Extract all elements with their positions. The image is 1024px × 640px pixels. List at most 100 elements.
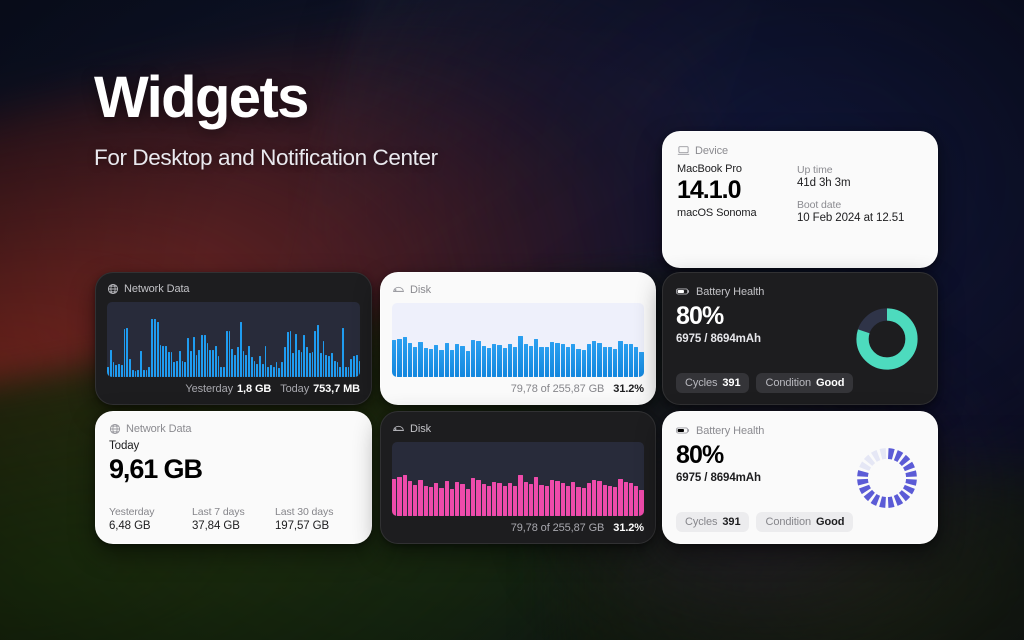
chart-bar [234, 354, 236, 377]
chart-bar [402, 475, 407, 516]
chart-bar [297, 350, 300, 377]
chart-bar [137, 370, 140, 377]
widget-header: Battery Health [676, 284, 924, 299]
widget-battery-health-light[interactable]: Battery Health 80% 6975 / 8694mAh Cycles… [662, 411, 938, 544]
chart-bar [618, 340, 623, 377]
chart-bar [397, 338, 402, 377]
network-summary-footer: Yesterday 1,8 GB Today 753,7 MB [107, 383, 360, 395]
chart-bar [176, 361, 178, 377]
chart-bar [592, 341, 597, 377]
chart-bar [507, 482, 513, 516]
widget-header: Battery Health [676, 423, 924, 438]
chart-bar [413, 346, 418, 377]
chart-bar [534, 476, 539, 516]
battery-icon [676, 423, 691, 438]
condition-value: Good [816, 516, 845, 528]
chart-bar [602, 484, 607, 516]
chart-bar [242, 350, 245, 377]
chart-bar [159, 344, 162, 377]
page-heading: Widgets For Desktop and Notification Cen… [94, 67, 438, 171]
chart-bar [167, 352, 170, 377]
widget-battery-health-dark[interactable]: Battery Health 80% 6975 / 8694mAh Cycles… [662, 272, 938, 405]
chart-bar [555, 481, 560, 516]
chart-bar [497, 483, 502, 516]
network-stat-item: Last 7 days 37,84 GB [192, 506, 275, 532]
battery-icon [676, 284, 691, 299]
device-uptime-label: Up time [797, 164, 833, 176]
widget-device[interactable]: Device MacBook Pro 14.1.0 macOS Sonoma U… [662, 131, 938, 268]
chart-bar [639, 490, 644, 516]
chart-bar [203, 335, 206, 377]
chart-bar [581, 487, 586, 516]
chart-bar [460, 484, 465, 516]
today-label: Today [280, 383, 310, 395]
chart-bar [212, 350, 214, 377]
chart-bar [148, 366, 151, 377]
chart-bar [402, 337, 407, 377]
disk-usage-bar-chart [392, 442, 644, 516]
widget-network-data-light[interactable]: Network Data Today 9,61 GB Yesterday 6,4… [95, 411, 372, 544]
chart-bar [225, 330, 228, 377]
chart-bar [292, 353, 295, 377]
chart-bar [518, 336, 523, 377]
chart-bar [576, 348, 581, 377]
chart-bar [581, 349, 586, 377]
chart-bar [434, 483, 439, 516]
chart-bar [131, 370, 134, 377]
chart-bar [275, 362, 278, 377]
stat-value: 197,57 GB [275, 520, 330, 532]
widget-title: Disk [410, 422, 431, 435]
chart-bar [455, 481, 460, 516]
chart-bar [418, 342, 423, 377]
device-os: macOS Sonoma [677, 207, 757, 219]
chart-bar [613, 487, 618, 516]
chart-bar [470, 478, 476, 516]
stat-label: Last 7 days [192, 506, 245, 518]
chart-bar [502, 486, 507, 516]
chart-bar [333, 360, 336, 377]
condition-value: Good [816, 377, 845, 389]
widget-disk-dark[interactable]: Disk 79,78 of 255,87 GB 31.2% [380, 411, 656, 544]
chart-bar [544, 347, 549, 377]
globe-icon [107, 283, 119, 295]
chart-bar [350, 359, 353, 377]
chart-bar [560, 482, 565, 516]
yesterday-value: 1,8 GB [237, 383, 272, 395]
chart-bar [549, 480, 555, 516]
chart-bar [342, 327, 344, 377]
widget-network-data-dark[interactable]: Network Data Yesterday 1,8 GB Today 753,… [95, 272, 372, 405]
widget-header: Device [677, 144, 923, 157]
chart-bar [253, 360, 256, 377]
chart-bar [576, 487, 581, 516]
donut-value-arc [856, 308, 918, 370]
battery-stat-pills: Cycles 391 Condition Good [676, 373, 924, 393]
disk-percent-text: 31.2% [613, 383, 644, 395]
chart-bar [470, 340, 476, 377]
chart-bar [239, 321, 242, 377]
battery-cycles-pill: Cycles 391 [676, 373, 750, 393]
disk-percent-text: 31.2% [613, 522, 644, 534]
chart-bar [178, 350, 181, 377]
chart-bar [120, 365, 123, 377]
chart-bar [322, 341, 325, 377]
chart-bar [455, 343, 460, 377]
chart-bar [507, 344, 513, 377]
disk-summary-footer: 79,78 of 255,87 GB 31.2% [392, 383, 644, 395]
chart-bar [223, 366, 225, 377]
chart-bar [597, 481, 602, 516]
network-stat-item: Yesterday 6,48 GB [109, 506, 192, 532]
chart-bar [607, 347, 613, 377]
chart-bar [325, 354, 328, 377]
widget-header: Disk [392, 283, 644, 296]
widget-disk-light[interactable]: Disk 79,78 of 255,87 GB 31.2% [380, 272, 656, 405]
chart-bar [284, 347, 286, 377]
battery-health-donut-chart [856, 308, 918, 370]
device-bootdate-block: Boot date 10 Feb 2024 at 12.51 [797, 199, 923, 224]
chart-bar [261, 364, 264, 377]
chart-bar [317, 324, 319, 377]
chart-bar [586, 482, 592, 516]
chart-bar [336, 362, 339, 377]
chart-bar [328, 356, 331, 377]
chart-bar [319, 353, 322, 377]
laptop-icon [677, 144, 690, 157]
